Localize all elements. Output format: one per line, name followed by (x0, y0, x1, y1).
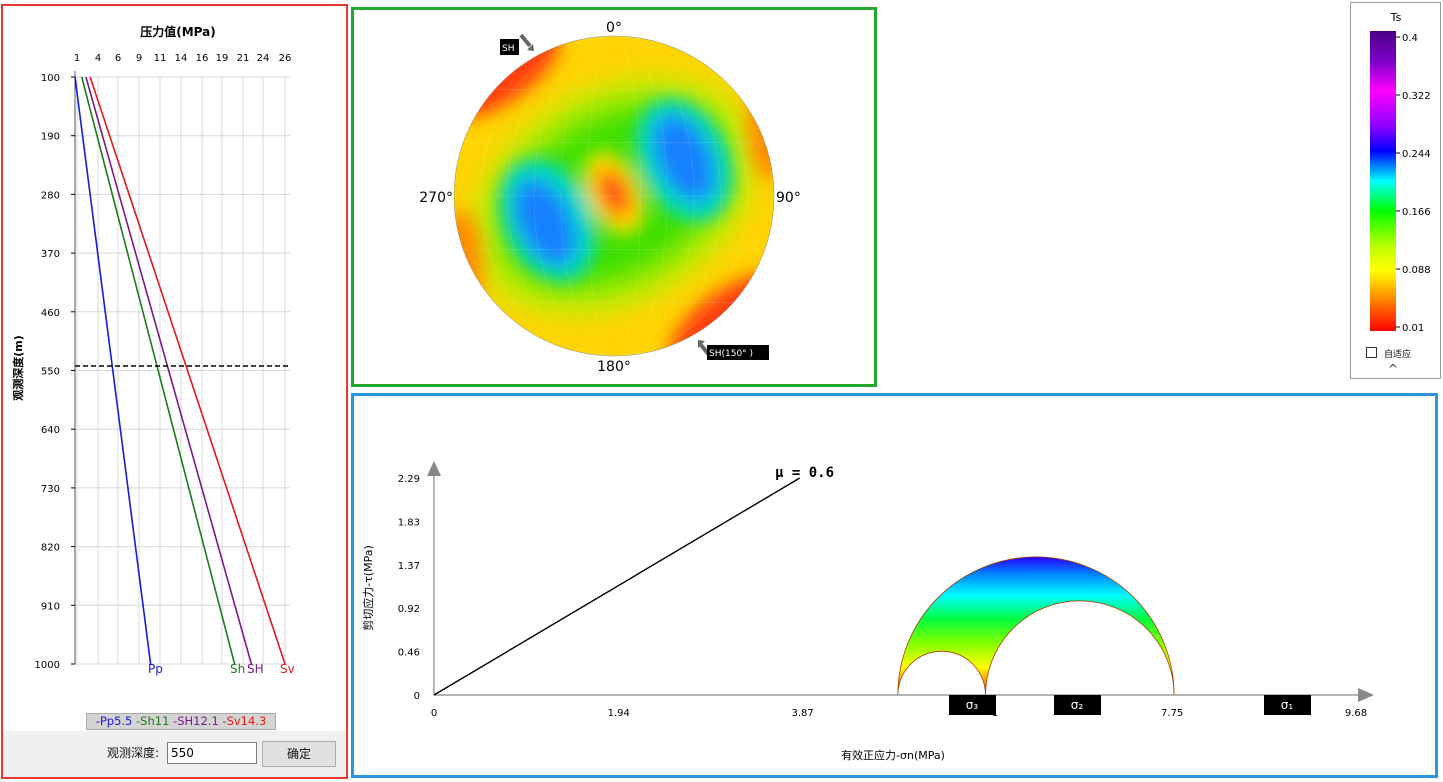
pressure-tick-label: 21 (237, 53, 250, 64)
svg-text:σ₁: σ₁ (1281, 698, 1294, 712)
sh-arrow-icon (519, 33, 534, 51)
legend-pp: -Pp5.5 (95, 714, 133, 728)
pressure-tick-label: 14 (175, 53, 188, 64)
pressure-tick-label: 19 (216, 53, 229, 64)
sh-marker-text: SH (502, 44, 514, 54)
depth-profile-panel (1, 4, 348, 779)
legend-sv: -Sv14.3 (222, 714, 267, 728)
colorbar-tick-label: 0.244 (1402, 149, 1431, 160)
shear-tick-label: 0 (414, 691, 420, 702)
y-axis-arrow-icon (427, 461, 441, 476)
depth-tick-label: 910 (41, 601, 60, 612)
colorbar-title: Ts (1390, 11, 1402, 24)
azimuth-270-label: 270° (419, 190, 453, 206)
depth-tick-label: 370 (41, 249, 60, 260)
SH-end-label: SH (247, 662, 264, 676)
normal-tick-label: 9.68 (1345, 708, 1367, 719)
depth-tick-label: 1000 (35, 660, 60, 671)
series-line-Pp (74, 76, 152, 665)
adaptive-label: 自适应 (1384, 350, 1412, 360)
svg-text:σ₃: σ₃ (966, 698, 979, 712)
series-line-SH (85, 76, 253, 665)
mohr-circle-panel (351, 393, 1438, 778)
colorbar-tick-label: 0.322 (1402, 91, 1431, 102)
sigma1-badge: σ₁ (1264, 695, 1311, 715)
legend-SH: -SH12.1 (173, 714, 219, 728)
depth-pressure-chart: 压力值(MPa) 1 4 6 9 11 14 16 19 21 24 26 100190280370… (11, 24, 295, 676)
pressure-tick-label: 9 (136, 53, 142, 64)
normal-tick-label: 1.94 (608, 708, 630, 719)
azimuth-180-label: 180° (597, 359, 631, 375)
depth-tick-label: 550 (41, 367, 60, 378)
pressure-axis-title: 压力值(MPa) (140, 24, 215, 39)
observed-depth-label: 观测深度: (107, 746, 160, 760)
normal-stress-label: 有效正应力-σn(MPa) (841, 748, 945, 762)
sh-main-text: SH(150° ) (709, 349, 753, 359)
depth-tick-label: 190 (41, 132, 60, 143)
depth-tick-label: 280 (41, 190, 60, 201)
depth-tick-label: 100 (41, 73, 60, 84)
shear-tick-label: 1.37 (398, 561, 420, 572)
shear-tick-label: 0.92 (398, 604, 420, 615)
sigma2-badge: σ₂ (1054, 695, 1101, 715)
adaptive-checkbox[interactable] (1366, 347, 1377, 358)
depth-tick-label: 820 (41, 543, 60, 554)
pp-end-label: Pp (148, 662, 163, 676)
colorbar-tick-label: 0.166 (1402, 207, 1431, 218)
legend-sh: -Sh11 (136, 714, 170, 728)
mohr-circle-region (897, 556, 1175, 696)
colorbar-tick-label: 0.4 (1402, 33, 1418, 44)
depth-tick-label: 640 (41, 425, 60, 436)
shear-tick-label: 2.29 (398, 474, 420, 485)
sv-end-label: Sv (280, 662, 295, 676)
depth-tick-label: 460 (41, 308, 60, 319)
normal-tick-label: 7.75 (1161, 708, 1183, 719)
pressure-tick-label: 6 (115, 53, 121, 64)
mu-label: μ = 0.6 (775, 465, 834, 481)
azimuth-90-label: 90° (776, 190, 801, 206)
confirm-button[interactable]: 确定 (262, 741, 336, 767)
azimuth-0-label: 0° (606, 20, 622, 36)
colorbar-gradient (1370, 31, 1396, 331)
sh-end-label: Sh (230, 662, 245, 676)
collapse-chevron-icon[interactable]: ^ (1388, 362, 1399, 376)
pressure-tick-label: 24 (257, 53, 270, 64)
colorbar-tick-label: 0.01 (1402, 323, 1424, 334)
pressure-tick-label: 26 (279, 53, 292, 64)
shear-tick-label: 0.46 (398, 647, 420, 658)
x-axis-arrow-icon (1358, 688, 1374, 702)
series-line-Sv (89, 76, 286, 665)
pressure-tick-label: 1 (74, 53, 80, 64)
pressure-tick-label: 11 (154, 53, 167, 64)
sh-main-box (707, 345, 769, 360)
shear-stress-label: 剪切应力-τ(MPa) (361, 545, 375, 631)
friction-line (433, 477, 801, 696)
normal-tick-label: 3.87 (791, 708, 813, 719)
colorbar-tick-label: 0.088 (1402, 265, 1431, 276)
depth-axis-label: 观测深度(m) (11, 335, 25, 401)
sh-marker-box (500, 39, 519, 55)
observed-depth-input[interactable] (167, 742, 257, 764)
normal-tick-label: 0 (431, 708, 437, 719)
svg-text:σ₂: σ₂ (1071, 698, 1084, 712)
series-legend: -Pp5.5 -Sh11 -SH12.1 -Sv14.3 (86, 713, 276, 730)
shear-tick-label: 1.83 (398, 518, 420, 529)
pressure-tick-label: 4 (95, 53, 101, 64)
series-line-Sh (80, 76, 236, 665)
depth-tick-label: 730 (41, 484, 60, 495)
pressure-tick-label: 16 (196, 53, 209, 64)
sigma3-badge: σ₃ (949, 695, 996, 715)
